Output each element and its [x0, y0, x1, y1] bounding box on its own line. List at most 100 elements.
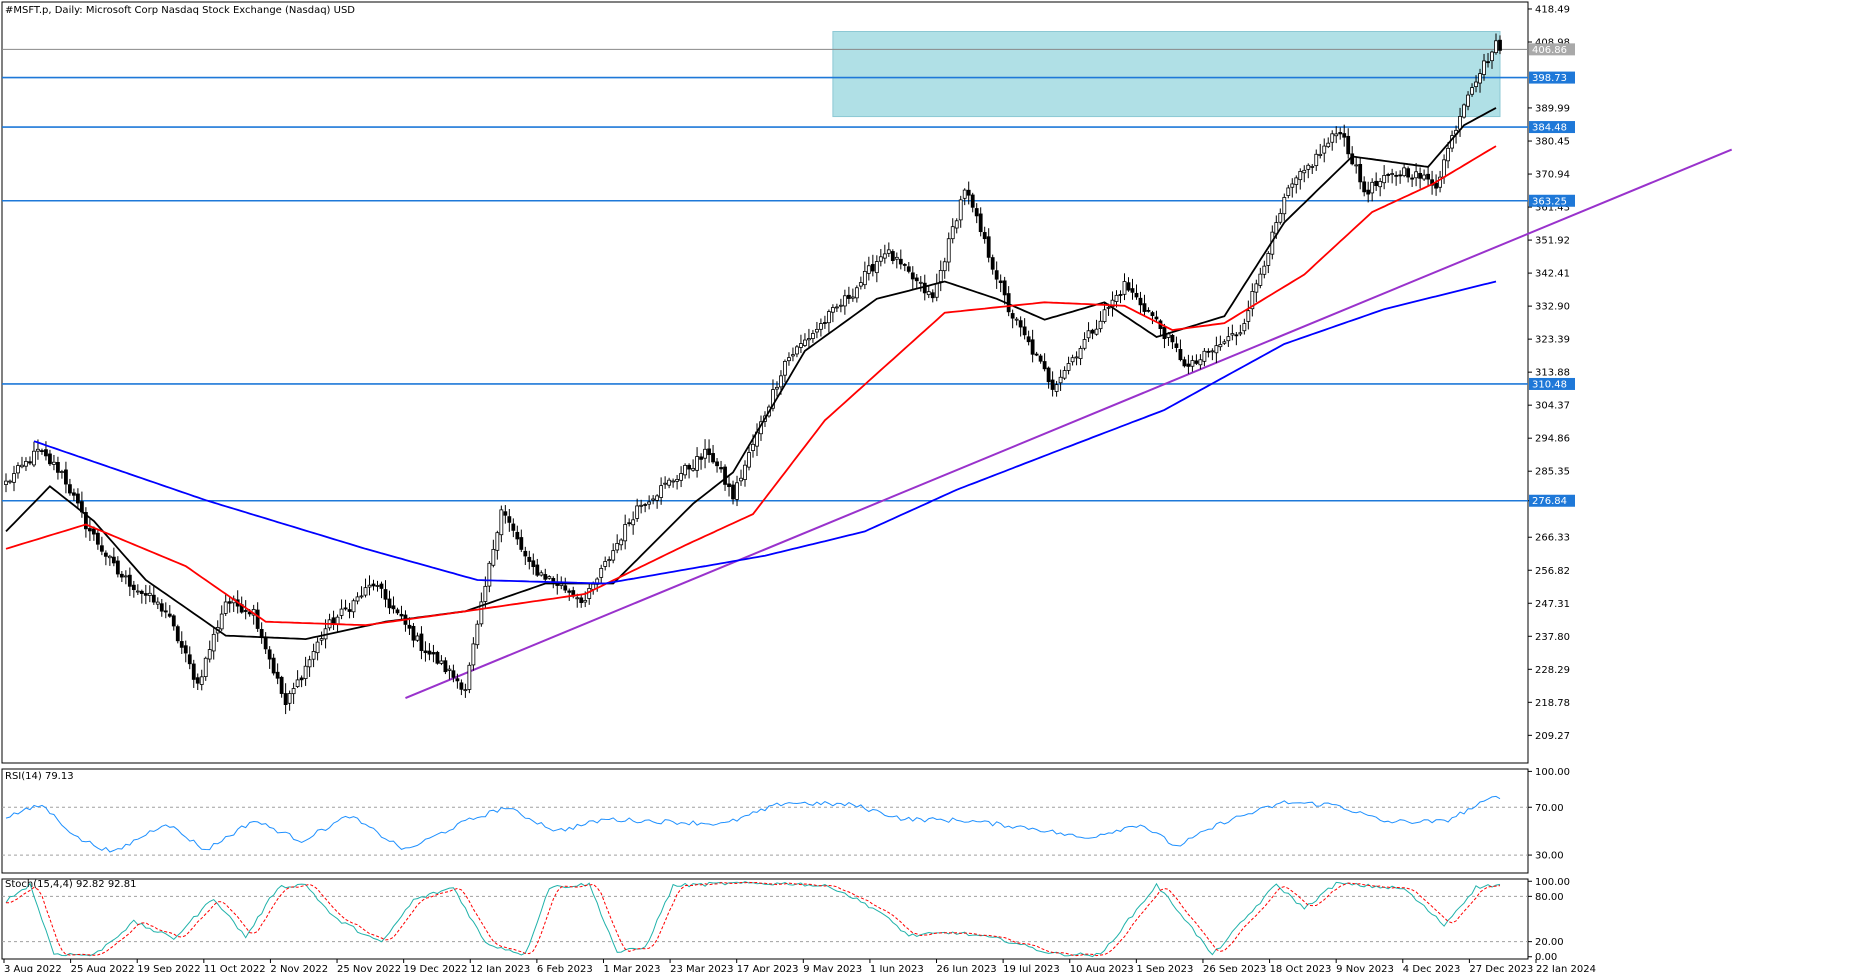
candle-body: [1446, 147, 1450, 162]
candle-body: [1342, 133, 1347, 138]
candle-body: [1154, 316, 1159, 320]
candle-body: [1206, 350, 1211, 353]
moving-averages: [5, 107, 1497, 641]
candle-body: [1478, 73, 1482, 84]
rsi-tick-label: 70.00: [1535, 803, 1564, 814]
time-tick-label: 11 Oct 2022: [204, 964, 266, 972]
candle-body: [1434, 182, 1438, 189]
candle-body: [515, 531, 520, 540]
moving-average-line: [33, 280, 1497, 585]
candle-body: [427, 650, 432, 655]
candle-body: [527, 556, 532, 562]
candle-body: [1410, 177, 1415, 180]
candle-body: [1082, 339, 1087, 349]
candle-body: [834, 306, 839, 309]
price-tick-label: 332.90: [1535, 302, 1570, 313]
candle-body: [691, 468, 695, 471]
candle-body: [203, 657, 208, 677]
horizontal-levels: [2, 48, 1528, 502]
candle-body: [563, 585, 568, 591]
time-tick-label: 1 Mar 2023: [603, 964, 660, 972]
candle-body: [611, 550, 616, 561]
candle-body: [271, 657, 276, 674]
candle-body: [1294, 177, 1299, 185]
candle-body: [715, 461, 719, 467]
candle-body: [183, 645, 188, 654]
candle-body: [910, 272, 915, 280]
candle-body: [1474, 81, 1478, 88]
candle-body: [491, 548, 496, 566]
candle-body: [615, 543, 620, 551]
candle-body: [111, 556, 116, 564]
candle-body: [1486, 61, 1490, 64]
candle-body: [171, 615, 176, 627]
candle-body: [1014, 318, 1019, 321]
candle-body: [1230, 333, 1235, 336]
candle-body: [1362, 181, 1367, 193]
level-price-tag: 276.84: [1532, 496, 1567, 507]
time-axis: 3 Aug 2022 25 Aug 2022 19 Sep 2022 11 Oct 2…: [3, 959, 1596, 975]
candle-body: [471, 643, 476, 666]
candle-body: [267, 649, 272, 660]
candle-body: [1350, 153, 1355, 165]
candle-body: [1010, 313, 1015, 319]
level-price-tag: 398.73: [1532, 73, 1567, 84]
candle-body: [167, 613, 172, 617]
candle-body: [679, 473, 683, 481]
candle-body: [1462, 104, 1466, 118]
rsi-label: RSI(14) 79.13: [5, 771, 74, 782]
price-tick-label: 418.49: [1535, 4, 1570, 15]
candle-body: [36, 448, 40, 452]
candle-body: [1470, 87, 1474, 95]
candle-body: [155, 601, 160, 605]
candle-body: [1146, 309, 1151, 312]
candle-body: [627, 522, 632, 525]
candle-body: [711, 453, 715, 463]
candle-body: [723, 466, 727, 485]
resistance-zone-rect: [832, 31, 1501, 118]
candle-body: [1422, 174, 1427, 180]
candle-body: [647, 501, 652, 505]
candle-body: [878, 256, 883, 262]
candle-body: [874, 261, 879, 274]
candle-body: [918, 281, 923, 284]
candle-body: [1130, 288, 1135, 293]
candle-body: [459, 682, 464, 690]
time-tick-label: 22 Jan 2024: [1536, 964, 1596, 972]
candle-body: [451, 670, 456, 678]
candle-body: [1126, 282, 1131, 291]
candle-body: [651, 498, 656, 501]
candle-body: [1242, 323, 1247, 332]
price-tick-label: 351.92: [1535, 236, 1570, 247]
candle-body: [1118, 294, 1123, 296]
level-price-tag-bg: [1529, 121, 1575, 134]
candle-body: [131, 584, 136, 591]
candle-body: [531, 560, 536, 568]
candle-body: [395, 609, 400, 614]
candle-body: [1074, 356, 1079, 359]
candle-body: [1202, 350, 1207, 362]
candle-body: [511, 523, 516, 531]
candle-body: [623, 524, 628, 542]
candle-body: [1394, 174, 1399, 177]
candle-body: [291, 688, 296, 695]
candle-body: [1358, 163, 1363, 183]
candle-body: [1330, 133, 1335, 143]
candle-body: [16, 465, 20, 474]
candle-body: [191, 663, 196, 680]
moving-average-line: [5, 145, 1497, 627]
candle-body: [902, 264, 907, 266]
price-tick-label: 408.98: [1535, 37, 1570, 48]
candle-body: [247, 611, 252, 615]
candle-body: [1310, 166, 1315, 168]
candle-body: [687, 464, 691, 470]
candle-body: [1134, 292, 1139, 298]
candle-body: [998, 280, 1003, 284]
stoch-tick-label: 0.00: [1535, 952, 1557, 963]
candle-body: [295, 679, 300, 687]
candle-body: [243, 610, 248, 612]
candle-body: [1062, 370, 1067, 379]
candle-body: [643, 504, 648, 506]
candle-body: [942, 261, 947, 272]
time-tick-label: 3 Aug 2022: [4, 964, 62, 972]
